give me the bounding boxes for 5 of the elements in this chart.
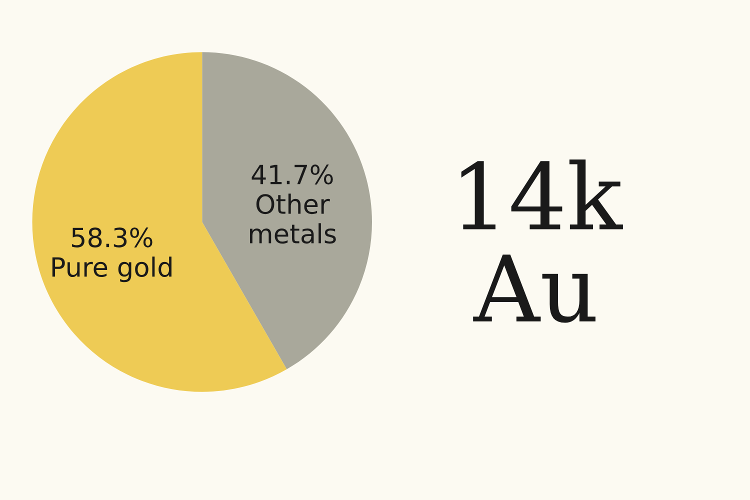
data-label: 41.7% (252, 164, 333, 185)
text: 14k Au (461, 160, 623, 323)
data-label: 58.3% (72, 228, 152, 248)
slice-label: Pure gold (52, 256, 172, 282)
slice-label: Other metals (250, 194, 336, 244)
